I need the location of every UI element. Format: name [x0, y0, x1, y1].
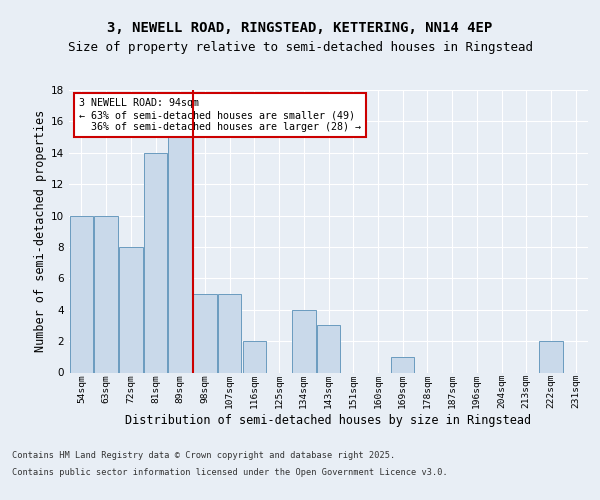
- Bar: [119, 247, 143, 372]
- Bar: [169, 137, 192, 372]
- Bar: [94, 216, 118, 372]
- Bar: [218, 294, 241, 372]
- Bar: [70, 216, 93, 372]
- Text: Contains HM Land Registry data © Crown copyright and database right 2025.: Contains HM Land Registry data © Crown c…: [12, 450, 395, 460]
- Bar: [317, 326, 340, 372]
- Y-axis label: Number of semi-detached properties: Number of semi-detached properties: [34, 110, 47, 352]
- Text: 3, NEWELL ROAD, RINGSTEAD, KETTERING, NN14 4EP: 3, NEWELL ROAD, RINGSTEAD, KETTERING, NN…: [107, 20, 493, 34]
- Bar: [193, 294, 217, 372]
- Bar: [539, 341, 563, 372]
- X-axis label: Distribution of semi-detached houses by size in Ringstead: Distribution of semi-detached houses by …: [125, 414, 532, 427]
- Text: 3 NEWELL ROAD: 94sqm
← 63% of semi-detached houses are smaller (49)
  36% of sem: 3 NEWELL ROAD: 94sqm ← 63% of semi-detac…: [79, 98, 361, 132]
- Text: Contains public sector information licensed under the Open Government Licence v3: Contains public sector information licen…: [12, 468, 448, 477]
- Bar: [391, 357, 415, 372]
- Bar: [242, 341, 266, 372]
- Bar: [292, 310, 316, 372]
- Bar: [144, 153, 167, 372]
- Text: Size of property relative to semi-detached houses in Ringstead: Size of property relative to semi-detach…: [67, 41, 533, 54]
